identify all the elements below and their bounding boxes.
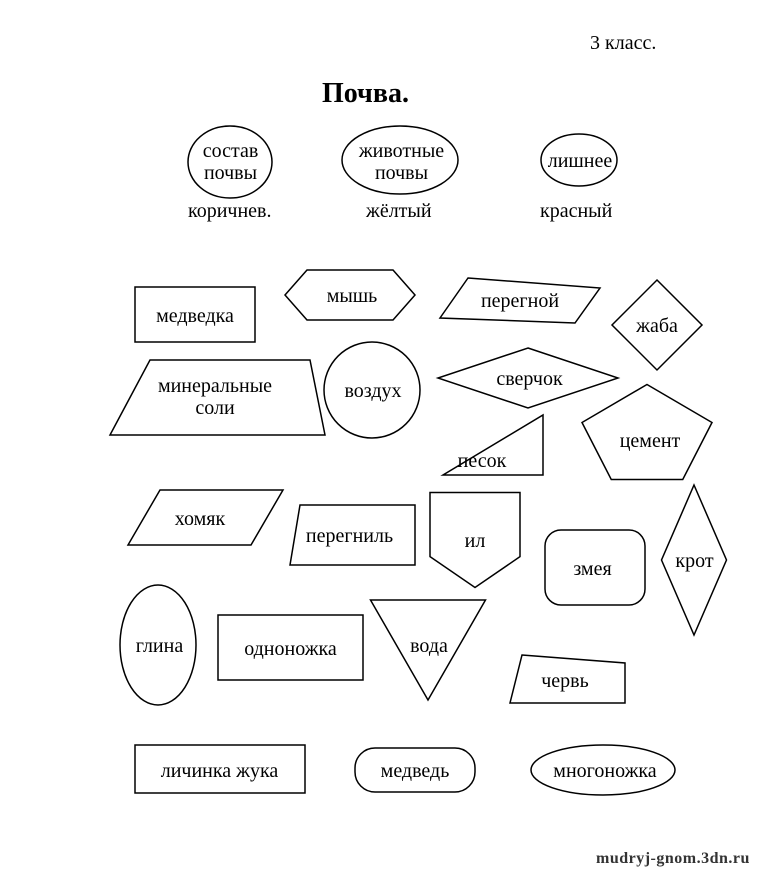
cement-label: цемент: [615, 430, 685, 452]
mnogonozhka-label: многоножка: [545, 760, 665, 782]
cherv-label: червь: [535, 670, 595, 692]
medved-label: медведь: [365, 760, 465, 782]
legend-animals-label: животные почвы: [354, 140, 449, 184]
minsoli-label: минеральные соли: [145, 375, 285, 419]
krot-label: крот: [672, 550, 717, 572]
legend-extra-caption: красный: [540, 200, 612, 222]
vozduh-label: воздух: [340, 380, 406, 402]
il-label: ил: [460, 530, 490, 552]
legend-composition-caption: коричнев.: [188, 200, 272, 222]
worksheet-page: 3 класс. Почва. состав почвыкоричнев.жив…: [0, 0, 768, 870]
voda-label: вода: [404, 635, 454, 657]
peregnil-label: перегниль: [297, 525, 402, 547]
pesok-label: песок: [452, 450, 512, 472]
peregnoy-label: перегной: [475, 290, 565, 312]
zhaba-label: жаба: [632, 315, 682, 337]
homyak-label: хомяк: [165, 508, 235, 530]
medvedka-label: медведка: [150, 305, 240, 327]
zmeya-label: змея: [565, 558, 620, 580]
legend-extra-label: лишнее: [545, 150, 615, 172]
odnonozhka-label: одноножка: [233, 638, 348, 660]
glina-label: глина: [132, 635, 187, 657]
footer-attribution: mudryj-gnom.3dn.ru: [596, 850, 750, 868]
sverchok-label: сверчок: [492, 368, 567, 390]
legend-animals-caption: жёлтый: [366, 200, 432, 222]
legend-composition-label: состав почвы: [198, 140, 263, 184]
lichinka-label: личинка жука: [142, 760, 297, 782]
mysh-label: мышь: [322, 285, 382, 307]
